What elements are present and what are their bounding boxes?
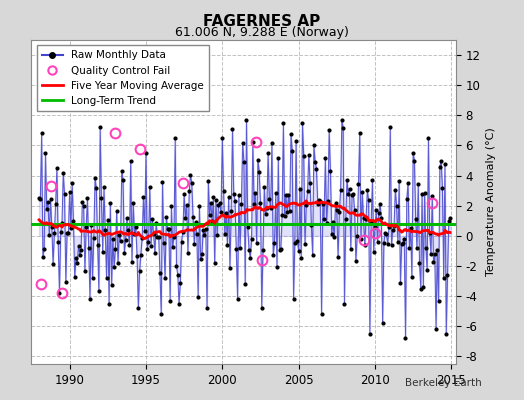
Text: Berkeley Earth: Berkeley Earth <box>406 378 482 388</box>
Text: FAGERNES AP: FAGERNES AP <box>203 14 321 29</box>
Legend: Raw Monthly Data, Quality Control Fail, Five Year Moving Average, Long-Term Tren: Raw Monthly Data, Quality Control Fail, … <box>37 45 209 111</box>
Y-axis label: Temperature Anomaly (°C): Temperature Anomaly (°C) <box>486 128 496 276</box>
Text: 61.006 N, 9.288 E (Norway): 61.006 N, 9.288 E (Norway) <box>175 26 349 39</box>
